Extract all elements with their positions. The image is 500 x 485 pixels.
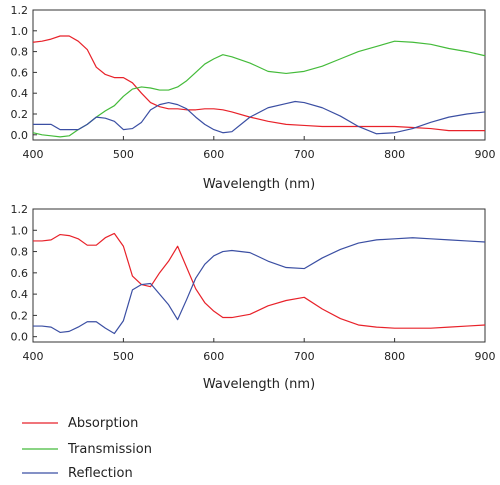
series-line-absorption [33,232,486,329]
series-line-transmission [32,40,486,138]
y-tick-label: 0.2 [11,108,29,121]
y-tick-label: 0.6 [11,267,29,280]
y-tick-label: 1.0 [11,25,29,38]
x-axis-label: Wavelength (nm) [203,377,315,392]
y-tick-label: 0.2 [11,309,29,322]
plot-frame [32,208,486,343]
y-tick-label: 0.0 [11,331,29,344]
y-tick-label: 1.2 [11,4,29,17]
x-tick-label: 900 [475,350,496,363]
legend: Absorption Transmission Reflection [22,416,152,481]
legend-label-reflection: Reflection [68,466,133,481]
x-tick-label: 600 [203,148,224,161]
y-tick-label: 1.2 [11,203,29,216]
y-tick-label: 0.8 [11,246,29,259]
x-tick-label: 400 [23,350,44,363]
series-line-absorption [32,35,485,132]
x-tick-label: 800 [384,148,405,161]
x-tick-label: 500 [113,148,134,161]
plot-frame [32,9,486,141]
x-tick-label: 800 [384,350,405,363]
series-line-reflection [33,237,486,335]
y-tick-label: 0.6 [11,66,29,79]
series-line-reflection [33,100,486,135]
y-tick-label: 0.8 [11,46,29,59]
chart-bottom: 400 500 600 700 800 900 0.0 0.2 0.4 0.6 0.8 1.0 1.2 W… [11,203,496,392]
y-tick-label: 0.4 [11,288,29,301]
x-tick-label: 500 [113,350,134,363]
x-tick-label: 900 [475,148,496,161]
y-tick-label: 0.4 [11,87,29,100]
x-tick-label: 400 [23,148,44,161]
x-tick-label: 600 [203,350,224,363]
y-tick-label: 0.0 [11,129,29,142]
y-tick-label: 1.0 [11,224,29,237]
x-tick-label: 700 [294,148,315,161]
legend-label-transmission: Transmission [67,442,152,457]
x-tick-label: 700 [294,350,315,363]
legend-label-absorption: Absorption [68,416,138,431]
x-axis-label: Wavelength (nm) [203,177,315,192]
chart-top: 400 500 600 700 800 900 0.0 0.2 0.4 0.6 0.8 1.0 1.2 W… [11,4,496,192]
